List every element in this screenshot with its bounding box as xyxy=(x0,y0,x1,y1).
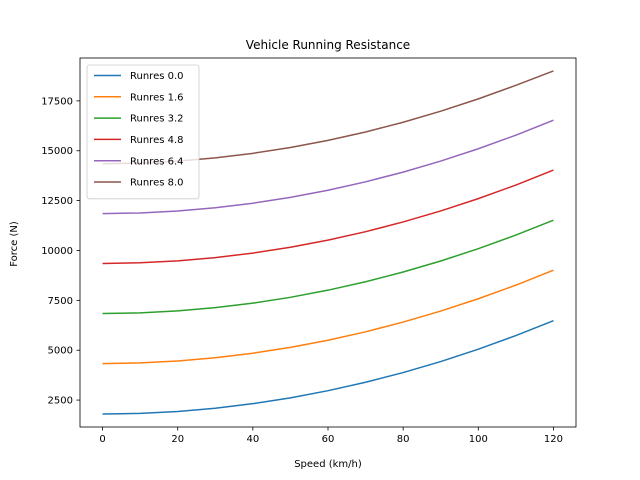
chart-title: Vehicle Running Resistance xyxy=(246,38,410,52)
legend-label: Runres 8.0 xyxy=(130,178,184,189)
x-tick-label: 0 xyxy=(99,434,105,445)
x-axis-title: Speed (km/h) xyxy=(294,459,362,470)
legend-label: Runres 4.8 xyxy=(130,135,184,146)
legend-label: Runres 0.0 xyxy=(130,71,184,82)
legend-box xyxy=(86,64,200,200)
x-tick-label: 60 xyxy=(322,434,335,445)
y-axis-title: Force (N) xyxy=(9,221,20,267)
x-tick-label: 100 xyxy=(469,434,488,445)
series-line-1 xyxy=(102,319,554,415)
x-tick-label: 80 xyxy=(397,434,410,445)
series-line-2 xyxy=(102,269,554,365)
legend-label: Runres 3.2 xyxy=(130,114,184,125)
y-tick-label: 15000 xyxy=(41,146,73,157)
legend-label: Runres 6.4 xyxy=(130,156,184,167)
y-tick-label: 17500 xyxy=(41,96,73,107)
series-line-4 xyxy=(102,169,554,265)
x-tick-label: 120 xyxy=(544,434,563,445)
x-tick-label: 40 xyxy=(246,434,259,445)
y-tick-label: 12500 xyxy=(41,196,73,207)
legend: Runres 0.0 Runres 1.6 Runres 3.2 Runres 4.8… xyxy=(86,64,200,200)
series-line-3 xyxy=(102,219,554,315)
legend-label: Runres 1.6 xyxy=(130,92,184,103)
y-tick-label: 7500 xyxy=(48,296,73,307)
y-tick-label: 5000 xyxy=(48,346,73,357)
series-line-5 xyxy=(102,119,554,215)
x-tick-label: 20 xyxy=(171,434,184,445)
y-tick-label: 2500 xyxy=(48,396,73,407)
y-tick-label: 10000 xyxy=(41,246,73,257)
